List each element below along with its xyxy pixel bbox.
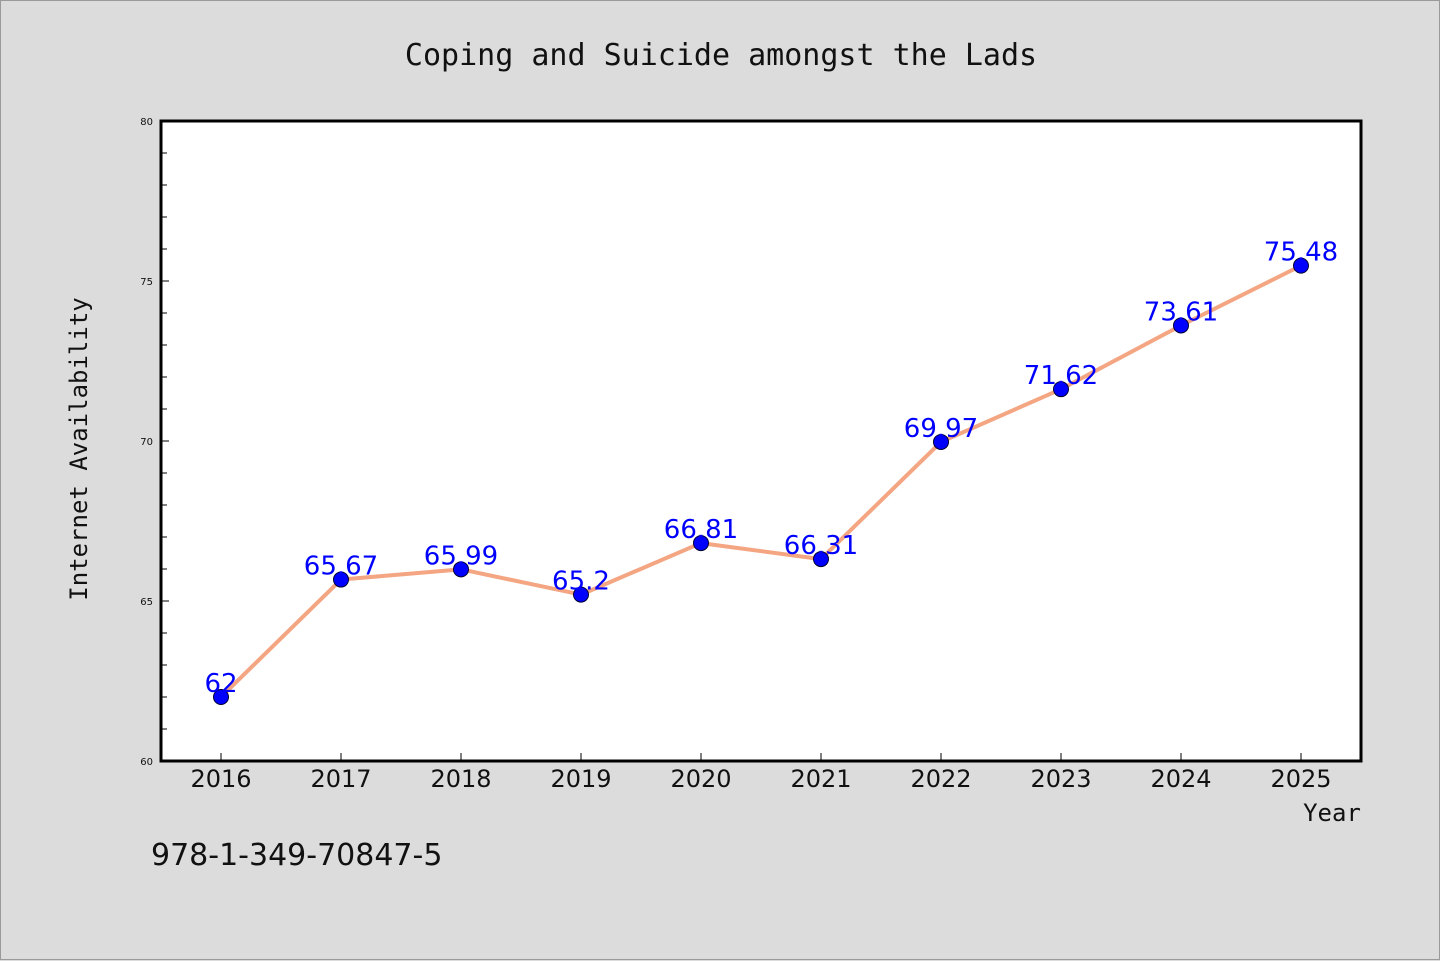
data-label: 75.48 bbox=[1264, 238, 1338, 268]
x-tick-label: 2020 bbox=[670, 765, 731, 793]
data-label: 66.81 bbox=[664, 515, 738, 545]
x-tick-label: 2023 bbox=[1030, 765, 1091, 793]
y-tick-label: 65 bbox=[140, 597, 153, 608]
y-tick-label: 70 bbox=[140, 437, 153, 448]
data-point bbox=[693, 535, 709, 552]
plot-area bbox=[159, 119, 1363, 763]
x-axis-ticks: 2016 2017 2018 2019 2020 2021 2022 2023 2024 2025 bbox=[190, 753, 1332, 793]
y-axis-ticks: 60 65 70 75 80 bbox=[140, 117, 169, 768]
data-point bbox=[453, 561, 469, 578]
x-tick-label: 2022 bbox=[910, 765, 971, 793]
data-point bbox=[1293, 257, 1309, 274]
data-label: 62 bbox=[204, 669, 237, 699]
data-point bbox=[333, 571, 349, 588]
series-line bbox=[219, 263, 1303, 699]
data-point bbox=[213, 689, 229, 705]
data-label: 66.31 bbox=[784, 531, 858, 561]
x-axis-label: Year bbox=[1303, 799, 1361, 827]
data-label: 65.99 bbox=[424, 541, 498, 571]
data-point bbox=[573, 586, 589, 603]
x-tick-label: 2024 bbox=[1150, 765, 1211, 793]
x-tick-label: 2016 bbox=[190, 765, 251, 793]
data-point bbox=[1053, 381, 1069, 398]
x-tick-label: 2021 bbox=[790, 765, 851, 793]
y-tick-label: 60 bbox=[140, 757, 153, 768]
data-label: 73.61 bbox=[1144, 297, 1218, 327]
data-point bbox=[933, 433, 949, 450]
data-label: 71.62 bbox=[1024, 361, 1098, 391]
data-point bbox=[813, 551, 829, 568]
y-tick-label: 80 bbox=[140, 117, 153, 128]
x-tick-label: 2019 bbox=[550, 765, 611, 793]
x-tick-label: 2025 bbox=[1270, 765, 1331, 793]
data-label: 65.2 bbox=[552, 567, 610, 597]
x-tick-label: 2018 bbox=[430, 765, 491, 793]
isbn-annotation: 978-1-349-70847-5 bbox=[151, 838, 442, 873]
series-line-group: 62 65.67 65.99 65.2 66.81 66.31 69.97 71.62 73.6… bbox=[204, 238, 1338, 705]
data-label: 69.97 bbox=[904, 414, 978, 444]
chart-title: Coping and Suicide amongst the Lads bbox=[405, 38, 1037, 73]
y-axis-label: Internet Availability bbox=[65, 297, 93, 600]
x-tick-label: 2017 bbox=[310, 765, 371, 793]
data-point bbox=[1173, 317, 1189, 334]
data-label: 65.67 bbox=[304, 552, 378, 582]
y-tick-label: 75 bbox=[140, 277, 153, 288]
